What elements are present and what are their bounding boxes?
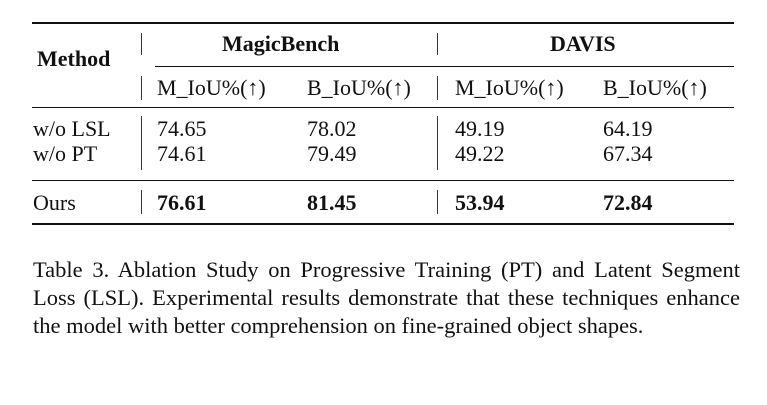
cell: 72.84 bbox=[603, 190, 653, 215]
group-header-davis: DAVIS bbox=[550, 31, 616, 56]
divider bbox=[437, 33, 439, 55]
cell: 74.61 bbox=[157, 141, 207, 166]
cell: 53.94 bbox=[455, 190, 505, 215]
row-method: w/o PT bbox=[33, 141, 98, 166]
cell: 67.34 bbox=[603, 141, 653, 166]
divider bbox=[141, 33, 143, 55]
subheader: B_IoU%(↑) bbox=[603, 75, 707, 100]
subheader: B_IoU%(↑) bbox=[307, 75, 411, 100]
divider bbox=[437, 116, 439, 170]
cell: 81.45 bbox=[307, 190, 357, 215]
cell: 64.19 bbox=[603, 116, 653, 141]
header-rule bbox=[32, 107, 734, 109]
top-rule bbox=[32, 22, 734, 24]
divider bbox=[141, 190, 143, 214]
table-caption: Table 3. Ablation Study on Progressive T… bbox=[33, 257, 740, 338]
divider bbox=[141, 116, 143, 170]
cell: 49.22 bbox=[455, 141, 505, 166]
divider bbox=[141, 76, 143, 100]
cell: 74.65 bbox=[157, 116, 207, 141]
ours-rule bbox=[32, 180, 734, 182]
cell: 49.19 bbox=[455, 116, 505, 141]
cell: 76.61 bbox=[157, 190, 207, 215]
divider bbox=[437, 76, 439, 100]
bottom-rule bbox=[32, 223, 734, 225]
subheader: M_IoU%(↑) bbox=[455, 75, 564, 100]
cell: 79.49 bbox=[307, 141, 357, 166]
cell: 78.02 bbox=[307, 116, 357, 141]
subheader: M_IoU%(↑) bbox=[157, 75, 266, 100]
group-midrule bbox=[155, 66, 734, 67]
row-method: Ours bbox=[33, 190, 76, 215]
group-header-magicbench: MagicBench bbox=[222, 31, 340, 56]
method-header: Method bbox=[37, 46, 111, 71]
row-method: w/o LSL bbox=[33, 116, 111, 141]
divider bbox=[437, 190, 439, 214]
